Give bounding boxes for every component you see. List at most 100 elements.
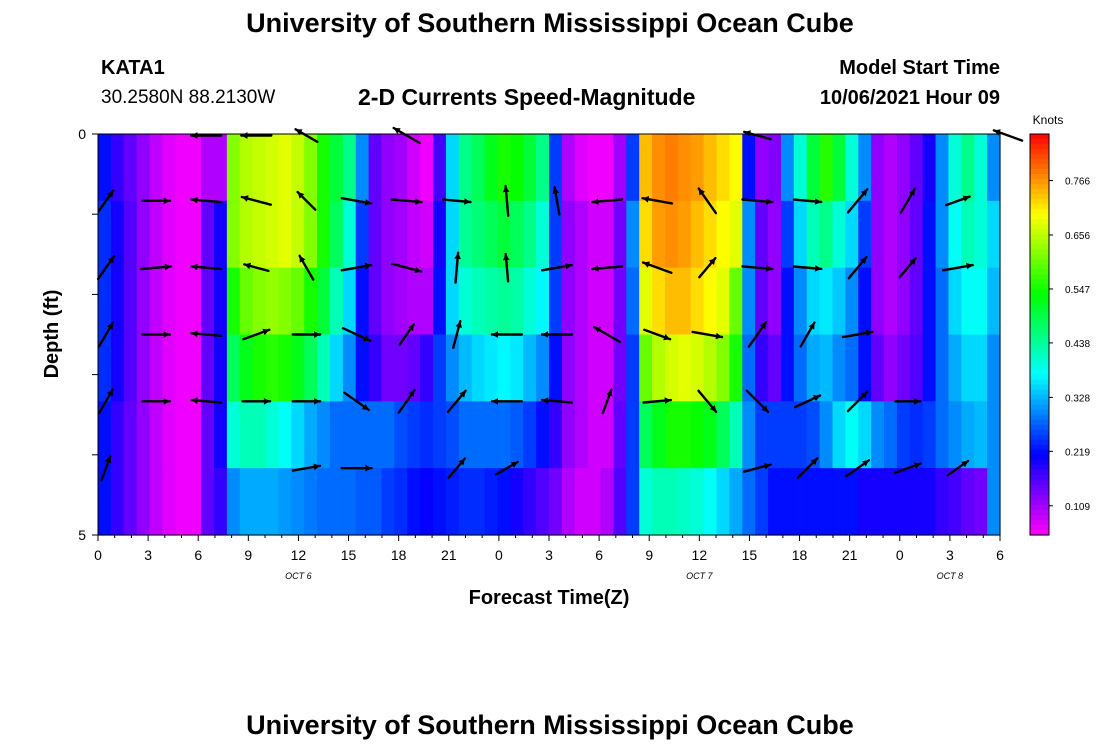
- heatmap-cell: [639, 401, 653, 469]
- heatmap-cell: [600, 267, 615, 336]
- heatmap-cell: [226, 401, 241, 469]
- colorbar-swatch: [1030, 429, 1049, 436]
- heatmap-cell: [909, 334, 924, 402]
- heatmap-cell: [987, 267, 1001, 336]
- heatmap-cell: [149, 401, 164, 469]
- heatmap-cell: [677, 334, 692, 402]
- heatmap-cell: [123, 134, 138, 202]
- colorbar-swatch: [1030, 244, 1049, 250]
- heatmap-cell: [922, 401, 937, 469]
- heatmap-cell: [690, 200, 705, 269]
- heatmap-cell: [433, 334, 447, 402]
- vector-head: [552, 187, 559, 194]
- heatmap-cell: [497, 267, 511, 336]
- heatmap-cell: [922, 200, 937, 269]
- heatmap-cell: [175, 468, 189, 536]
- heatmap-cell: [510, 200, 524, 269]
- heatmap-cell: [884, 267, 898, 336]
- heatmap-cell: [768, 200, 782, 269]
- heatmap-cell: [329, 401, 344, 469]
- x-tick-label: 12: [291, 547, 307, 563]
- heatmap-cell: [896, 267, 911, 336]
- colorbar-swatch: [1030, 434, 1049, 441]
- heatmap-cell: [806, 468, 821, 536]
- colorbar-swatch: [1030, 329, 1049, 336]
- heatmap-cell: [729, 200, 743, 269]
- vector-head: [106, 190, 114, 198]
- heatmap-cell: [974, 267, 988, 336]
- heatmap-cell: [935, 200, 950, 269]
- heatmap-cell: [497, 200, 511, 269]
- colorbar-swatch: [1030, 424, 1049, 431]
- heatmap-cell: [806, 267, 821, 336]
- colorbar-swatch: [1030, 209, 1049, 215]
- heatmap-cell: [961, 334, 975, 402]
- heatmap-cell: [909, 134, 924, 202]
- vector-head: [542, 331, 549, 338]
- heatmap-cell: [98, 334, 112, 402]
- heatmap-cell: [639, 200, 653, 269]
- vector-head: [459, 390, 466, 398]
- heatmap-cell: [819, 267, 834, 336]
- heatmap-cell: [265, 267, 279, 336]
- heatmap-cell: [755, 134, 769, 202]
- heatmap-cell: [394, 134, 408, 202]
- heatmap-cell: [510, 468, 524, 536]
- vector-head: [862, 460, 869, 467]
- colorbar-swatch: [1030, 254, 1049, 260]
- heatmap-cell: [523, 200, 537, 269]
- heatmap-cell: [845, 200, 859, 269]
- heatmap-cell: [845, 267, 859, 336]
- colorbar-label: Knots: [1033, 113, 1064, 127]
- heatmap-cell: [226, 200, 241, 269]
- heatmap-cell: [742, 267, 756, 336]
- heatmap-cell: [845, 401, 859, 469]
- x-tick-label: 9: [645, 547, 653, 563]
- x-axis-label: Forecast Time(Z): [469, 587, 630, 609]
- vector-head: [408, 390, 415, 397]
- heatmap-cell: [484, 134, 499, 202]
- chart-subtitle: 2-D Currents Speed-Magnitude: [358, 84, 696, 110]
- heatmap-cell: [819, 200, 834, 269]
- heatmap-cell: [948, 401, 962, 469]
- heatmap-cell: [948, 468, 962, 536]
- vector-head: [415, 198, 422, 205]
- y-tick-label: 5: [78, 527, 86, 543]
- vector-head: [163, 197, 170, 205]
- heatmap-cell: [587, 200, 602, 269]
- heatmap-cell: [574, 267, 589, 336]
- heatmap-cell: [317, 401, 331, 469]
- heatmap-cell: [742, 334, 756, 402]
- vector-head: [191, 263, 198, 271]
- heatmap-cell: [574, 334, 589, 402]
- heatmap-cell: [110, 401, 125, 469]
- heatmap-cell: [265, 334, 279, 402]
- heatmap-cell: [845, 334, 859, 402]
- heatmap-cell: [626, 468, 640, 536]
- colorbar-swatch: [1030, 354, 1049, 361]
- heatmap-cell: [252, 468, 267, 536]
- heatmap-cell: [252, 267, 267, 336]
- vector-head: [961, 461, 969, 468]
- heatmap-cell: [832, 134, 846, 202]
- heatmap-cell: [961, 468, 975, 536]
- vector-head: [365, 464, 372, 472]
- heatmap-cell: [858, 468, 872, 536]
- heatmap-cell: [188, 334, 202, 402]
- vector-head: [914, 398, 921, 405]
- heatmap-cell: [909, 267, 924, 336]
- heatmap-cell: [549, 134, 563, 202]
- heatmap-cell: [755, 468, 769, 536]
- heatmap-cell: [613, 401, 627, 469]
- heatmap-cell: [304, 200, 318, 269]
- vector-head: [164, 263, 172, 271]
- vector-head: [106, 389, 113, 397]
- heatmap-cell: [922, 134, 937, 202]
- x-tick-label: 3: [144, 547, 152, 563]
- heatmap-cell: [110, 334, 125, 402]
- vector-head: [813, 395, 820, 402]
- colorbar-swatch: [1030, 164, 1049, 170]
- heatmap-cell: [716, 267, 730, 336]
- colorbar-swatch: [1030, 464, 1049, 471]
- vector-head: [865, 329, 873, 337]
